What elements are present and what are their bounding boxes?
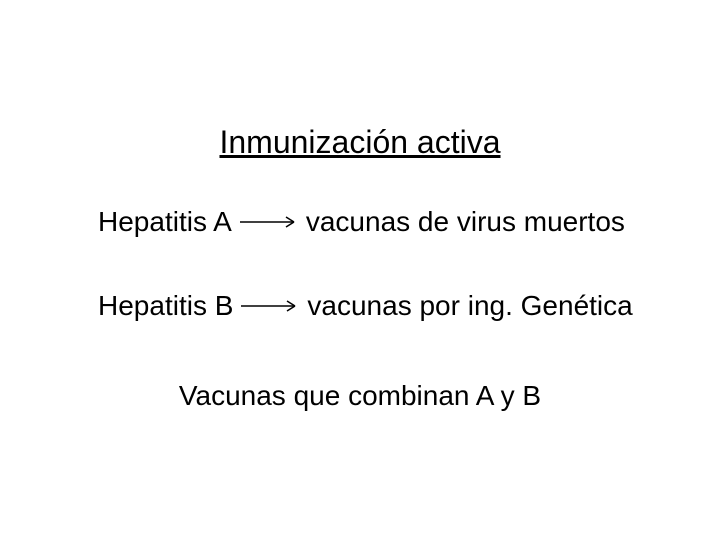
footer-text: Vacunas que combinan A y B [0,380,720,412]
row-right-label: vacunas de virus muertos [306,206,625,238]
row-right-label: vacunas por ing. Genética [307,290,632,322]
row-hepatitis-a: Hepatitis A vacunas de virus muertos [98,206,625,238]
arrow-right-icon [240,215,296,229]
slide: Inmunización activa Hepatitis A vacunas … [0,0,720,540]
arrow-right-icon [241,299,297,313]
row-hepatitis-b: Hepatitis B vacunas por ing. Genética [98,290,633,322]
row-left-label: Hepatitis B [98,290,233,322]
slide-title: Inmunización activa [0,124,720,161]
row-left-label: Hepatitis A [98,206,232,238]
